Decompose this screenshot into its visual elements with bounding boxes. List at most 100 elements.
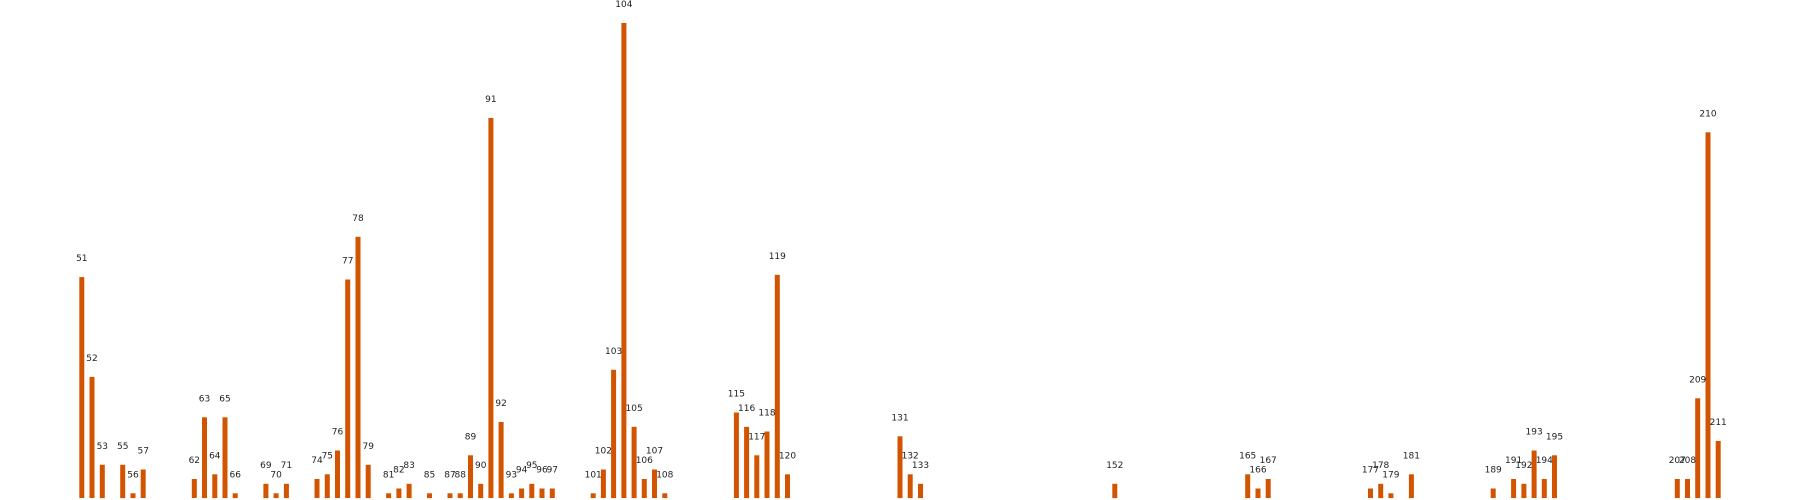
bar-152	[1112, 483, 1118, 499]
bar-74	[314, 479, 320, 498]
bar-label-71: 71	[281, 461, 292, 471]
bar-194	[1541, 479, 1547, 498]
bar-208	[1685, 479, 1690, 498]
bar-label-93: 93	[506, 470, 517, 480]
bar-label-88: 88	[454, 470, 466, 480]
bar-131	[897, 436, 903, 499]
bar-label-75: 75	[322, 451, 333, 461]
bar-105	[631, 426, 637, 499]
bar-101	[590, 493, 596, 499]
bar-label-78: 78	[352, 214, 364, 224]
bar-89	[468, 455, 473, 499]
bar-133	[918, 483, 923, 499]
bar-label-194: 194	[1536, 456, 1553, 466]
bar-192	[1521, 483, 1527, 499]
bar-label-108: 108	[656, 470, 673, 480]
bar-label-178: 178	[1372, 461, 1389, 471]
bar-label-119: 119	[769, 252, 786, 262]
bar-52	[89, 376, 95, 498]
bar-116	[744, 426, 750, 499]
bar-label-102: 102	[595, 447, 612, 457]
bar-51	[79, 277, 85, 498]
bar-label-104: 104	[615, 0, 632, 10]
bar-94	[519, 488, 525, 498]
bar-label-208: 208	[1679, 456, 1696, 466]
bar-79	[365, 464, 371, 499]
bar-207	[1674, 479, 1680, 498]
bar-label-133: 133	[912, 461, 929, 471]
bar-label-177: 177	[1362, 466, 1379, 476]
bar-label-132: 132	[902, 451, 919, 461]
bar-92	[498, 422, 504, 498]
bar-label-89: 89	[465, 432, 477, 442]
bar-label-165: 165	[1239, 451, 1256, 461]
bar-label-96: 96	[536, 466, 548, 476]
bar-label-91: 91	[485, 95, 496, 105]
bar-label-52: 52	[86, 354, 97, 364]
bar-label-193: 193	[1526, 428, 1543, 438]
bar-191	[1511, 479, 1517, 498]
bar-179	[1388, 493, 1394, 499]
bar-label-66: 66	[229, 470, 241, 480]
bar-label-116: 116	[738, 404, 755, 414]
bar-70	[273, 493, 279, 499]
bar-119	[774, 274, 780, 499]
bar-label-81: 81	[383, 470, 394, 480]
bar-label-97: 97	[547, 466, 558, 476]
bar-label-57: 57	[137, 447, 148, 457]
bar-label-79: 79	[362, 442, 374, 452]
bar-label-117: 117	[748, 432, 765, 442]
bar-75	[324, 474, 330, 499]
bar-102	[600, 469, 606, 498]
bar-103	[611, 369, 617, 499]
bar-97	[549, 488, 555, 498]
bar-label-207: 207	[1669, 456, 1686, 466]
bar-87	[447, 493, 453, 499]
bar-85	[427, 493, 432, 499]
bar-label-55: 55	[117, 442, 128, 452]
bar-210	[1705, 132, 1711, 499]
bar-120	[785, 474, 790, 499]
bar-63	[202, 417, 207, 499]
bar-66	[232, 493, 238, 499]
bar-label-63: 63	[199, 394, 210, 404]
bar-91	[488, 118, 494, 498]
bar-65	[222, 417, 228, 499]
bar-167	[1265, 479, 1271, 498]
bar-label-167: 167	[1260, 456, 1277, 466]
bar-115	[733, 412, 739, 498]
bar-label-103: 103	[605, 347, 622, 357]
bar-82	[396, 488, 402, 498]
bar-77	[345, 279, 351, 498]
bar-label-70: 70	[270, 470, 282, 480]
bar-189	[1490, 488, 1496, 498]
bar-label-77: 77	[342, 257, 353, 267]
bar-96	[539, 488, 545, 498]
bar-76	[335, 450, 340, 498]
bar-label-69: 69	[260, 461, 272, 471]
bar-label-83: 83	[403, 461, 414, 471]
bar-104	[621, 23, 627, 498]
bar-181	[1408, 474, 1414, 499]
bar-label-105: 105	[626, 404, 643, 414]
bar-178	[1378, 483, 1384, 499]
bar-165	[1245, 474, 1251, 499]
bar-label-209: 209	[1689, 375, 1706, 385]
bar-55	[120, 464, 126, 499]
bar-label-115: 115	[728, 390, 745, 400]
bar-93	[508, 493, 514, 499]
bar-211	[1715, 441, 1721, 498]
bar-label-51: 51	[76, 254, 87, 264]
bar-53	[99, 464, 105, 499]
bar-label-64: 64	[209, 451, 221, 461]
bar-label-107: 107	[646, 447, 663, 457]
bar-118	[764, 431, 770, 498]
bar-label-56: 56	[127, 470, 139, 480]
bar-90	[478, 483, 484, 499]
bar-label-179: 179	[1382, 470, 1399, 480]
bar-label-92: 92	[495, 399, 506, 409]
bar-label-211: 211	[1710, 418, 1727, 428]
bars-group	[79, 23, 1721, 499]
